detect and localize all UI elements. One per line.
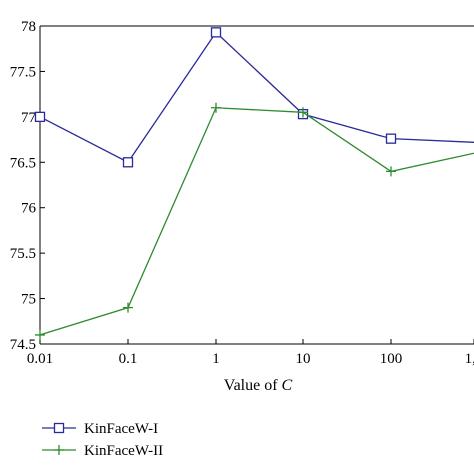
square-marker: [210, 27, 222, 38]
x-tick-label: 0.01: [27, 351, 53, 367]
x-tick-label: 10: [296, 351, 311, 367]
y-tick-label: 76: [21, 201, 37, 217]
plus-marker: [35, 329, 45, 340]
plot-axes: [39, 25, 474, 345]
square-marker: [385, 133, 397, 144]
y-tick-label: 77.5: [10, 64, 36, 80]
x-tick-label: 100: [380, 351, 403, 367]
x-tick-label: 0.1: [119, 351, 138, 367]
legend-item: KinFaceW-II: [42, 443, 163, 459]
y-tick-label: 74.5: [10, 337, 36, 353]
plus-marker: [298, 107, 308, 118]
x-tick-label: 1,0: [465, 351, 474, 367]
legend: KinFaceW-I KinFaceW-II: [42, 421, 163, 459]
legend-label: KinFaceW-I: [84, 421, 158, 437]
series-line: [39, 31, 474, 164]
x-tick-label: 1: [212, 351, 220, 367]
legend-square-marker: [53, 422, 65, 434]
y-tick-label: 75: [21, 292, 36, 308]
plus-marker: [211, 102, 221, 113]
y-axis-ticks: 74.5 75 75.5 76 76.5 77 77.5 78: [10, 19, 45, 353]
square-marker: [34, 111, 46, 123]
x-axis-label-prefix: Value of: [224, 377, 282, 394]
legend-item: KinFaceW-I: [42, 421, 158, 437]
x-axis-ticks: 0.01 0.1 1 10 100 1,0: [27, 339, 474, 367]
plus-marker: [123, 302, 133, 313]
x-axis-label: Value of C: [224, 377, 293, 394]
x-axis-label-variable: C: [282, 377, 293, 394]
y-tick-label: 77: [21, 110, 37, 126]
series-2: [35, 102, 474, 340]
y-tick-label: 75.5: [10, 246, 36, 262]
series-1: [34, 27, 474, 168]
y-tick-label: 78: [21, 19, 36, 35]
series-layer: [34, 27, 474, 340]
legend-label: KinFaceW-II: [84, 443, 163, 459]
legend-plus-marker: [54, 445, 64, 455]
square-marker: [122, 157, 134, 168]
y-tick-label: 76.5: [10, 155, 36, 171]
series-line: [39, 107, 474, 336]
plus-marker: [386, 166, 396, 177]
